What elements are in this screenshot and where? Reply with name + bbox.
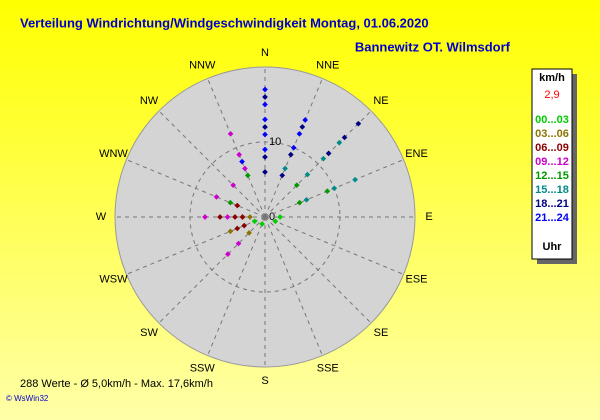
point	[227, 228, 234, 235]
point	[227, 131, 234, 137]
point	[242, 165, 248, 172]
spoke	[207, 216, 266, 356]
legend-current: 2,9	[544, 89, 559, 101]
direction-label: S	[261, 375, 268, 387]
direction-label: NNW	[189, 59, 216, 71]
point	[262, 169, 268, 175]
legend-entry: 12...15	[535, 170, 569, 182]
spoke	[264, 110, 372, 218]
point	[262, 86, 268, 93]
point	[272, 218, 279, 225]
legend-entry: 00...03	[535, 114, 569, 126]
legend-entry: 09...12	[535, 156, 569, 168]
spoke	[126, 216, 266, 275]
point	[202, 214, 208, 220]
point	[239, 214, 246, 220]
direction-label: SE	[374, 327, 389, 339]
point	[225, 251, 231, 257]
spoke	[264, 216, 323, 356]
point	[324, 188, 331, 194]
point	[262, 101, 268, 108]
direction-label: SSW	[190, 362, 216, 374]
spoke	[264, 216, 404, 275]
point	[277, 214, 283, 220]
direction-label: ENE	[405, 148, 428, 160]
point	[262, 124, 268, 130]
point	[262, 94, 268, 100]
legend-footer: Uhr	[543, 241, 563, 253]
point	[262, 131, 268, 138]
point	[217, 214, 223, 220]
r-tick-label: 0	[269, 211, 275, 223]
direction-label: E	[425, 211, 432, 223]
point	[293, 182, 300, 189]
point	[288, 151, 294, 158]
point	[239, 158, 245, 165]
direction-label: N	[261, 47, 269, 59]
point	[331, 185, 338, 192]
point	[235, 240, 242, 247]
legend-entry: 18...21	[535, 198, 569, 210]
point	[290, 144, 297, 151]
point	[302, 117, 309, 123]
direction-label: WSW	[99, 274, 128, 286]
point	[246, 230, 252, 236]
spoke	[126, 159, 266, 218]
point	[282, 165, 288, 172]
footer: 288 Werte - Ø 5,0km/h - Max. 17,6km/h	[20, 378, 213, 390]
point	[325, 150, 332, 157]
point	[279, 172, 286, 179]
point	[232, 214, 238, 220]
legend-entry: 06...09	[535, 142, 569, 154]
direction-label: NNE	[316, 59, 339, 71]
legend-entry: 21...24	[535, 212, 570, 224]
direction-label: WNW	[99, 148, 128, 160]
point	[236, 151, 242, 158]
point	[230, 182, 237, 189]
legend-unit: km/h	[539, 72, 565, 84]
point	[336, 139, 343, 146]
point	[234, 202, 241, 209]
point	[234, 225, 241, 232]
direction-label: W	[96, 211, 107, 223]
point	[247, 214, 253, 220]
point	[355, 120, 362, 127]
legend-entry: 03...06	[535, 128, 569, 140]
point	[352, 176, 358, 183]
point	[296, 131, 303, 137]
direction-label: NW	[140, 95, 159, 107]
point	[244, 172, 251, 179]
direction-label: ESE	[406, 274, 428, 286]
credit: © WsWin32	[6, 394, 49, 403]
point	[262, 154, 268, 160]
legend-entry: 15...18	[535, 184, 569, 196]
point	[227, 199, 234, 206]
spoke	[264, 216, 372, 324]
point	[299, 124, 306, 130]
point	[320, 155, 327, 162]
direction-label: SW	[140, 327, 158, 339]
chart-title: Verteilung Windrichtung/Windgeschwindigk…	[20, 15, 429, 30]
spoke	[207, 78, 266, 218]
point	[296, 199, 303, 206]
point	[259, 221, 265, 227]
chart-subtitle: Bannewitz OT. Wilmsdorf	[355, 39, 511, 54]
point	[341, 134, 348, 141]
spoke	[158, 216, 266, 324]
point	[241, 222, 248, 229]
point	[304, 171, 311, 178]
direction-label: NE	[373, 95, 388, 107]
point	[251, 218, 258, 225]
point	[262, 116, 268, 123]
point	[213, 194, 220, 200]
point	[303, 196, 310, 203]
point	[262, 146, 268, 153]
r-tick-label: 10	[269, 136, 281, 148]
spoke	[158, 110, 266, 218]
point	[224, 214, 231, 220]
legend-box	[531, 68, 573, 260]
direction-label: SSE	[317, 362, 339, 374]
